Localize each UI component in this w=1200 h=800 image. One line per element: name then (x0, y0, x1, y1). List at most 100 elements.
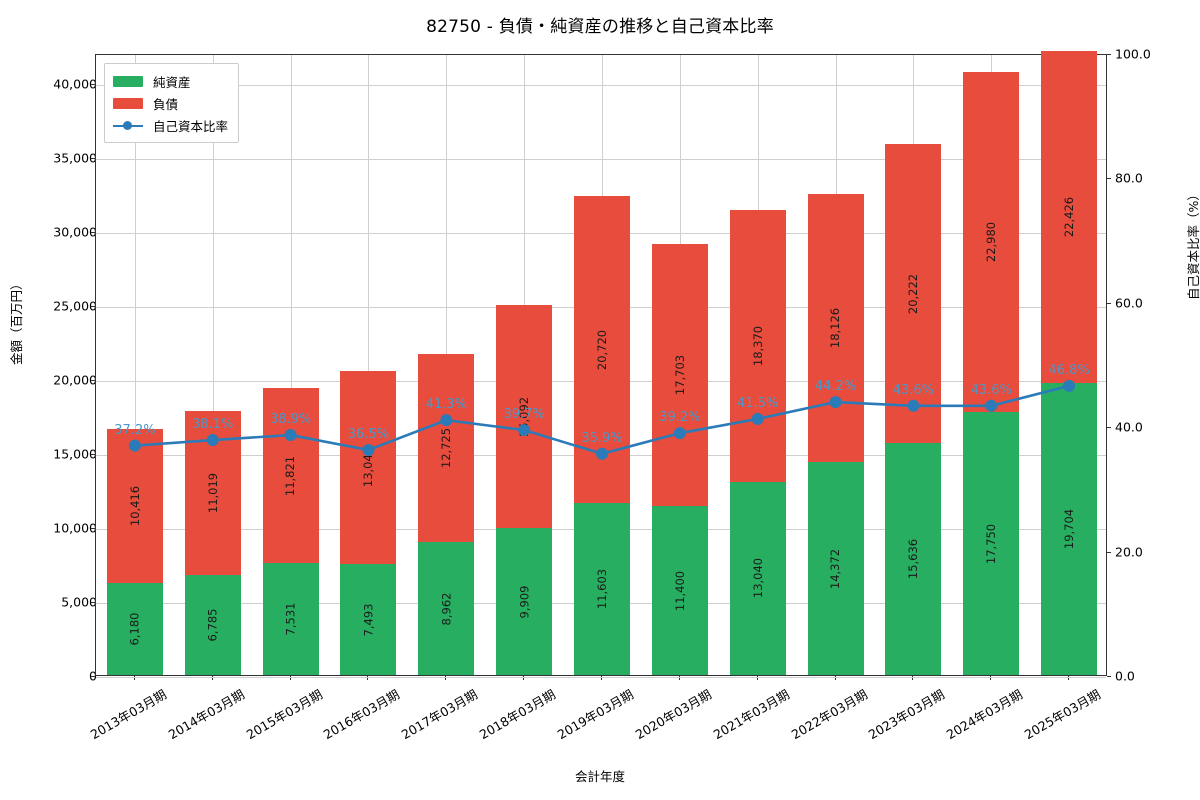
legend-swatch-icon (113, 75, 143, 87)
bar-segment-liability[interactable]: 20,720 (573, 196, 631, 504)
bar-value-label-liability: 10,416 (127, 486, 142, 527)
x-tick-mark (756, 676, 758, 680)
bar-value-label-liability: 20,222 (906, 273, 921, 314)
bar-group[interactable]: 11,603 20,720 (573, 53, 631, 675)
bar-value-label-liability: 20,720 (594, 329, 609, 370)
ratio-value-label: 43.6% (970, 382, 1012, 398)
bar-value-label-equity: 9,909 (517, 585, 532, 619)
x-tick-mark (445, 676, 447, 680)
y-tick-mark-left (91, 676, 95, 677)
ratio-value-label: 39.7% (503, 407, 545, 423)
y-tick-mark-left (91, 231, 95, 233)
bar-segment-equity[interactable]: 14,372 (807, 462, 864, 675)
x-tick-mark (834, 676, 836, 680)
bar-value-label-equity: 11,400 (672, 570, 687, 611)
bar-segment-equity[interactable]: 19,704 (1041, 383, 1098, 675)
y-tick-label-left: 15,000 (53, 446, 97, 462)
y-tick-mark-right (1107, 178, 1111, 180)
y-tick-mark-left (91, 83, 95, 85)
bar-segment-liability[interactable]: 22,426 (1041, 51, 1098, 384)
y-tick-label-left: 5,000 (61, 594, 97, 610)
bar-segment-liability[interactable]: 13,041 (340, 370, 397, 565)
x-tick-mark (367, 676, 369, 680)
ratio-value-label: 36.5% (347, 426, 390, 442)
y-tick-label-left: 25,000 (53, 298, 97, 314)
bar-value-label-liability: 11,821 (283, 455, 298, 497)
bar-group[interactable]: 8,962 12,725 (418, 53, 475, 675)
y-axis-label-right: 自己資本比率（%） (1186, 188, 1200, 300)
bar-segment-equity[interactable]: 6,180 (106, 583, 163, 675)
ratio-value-label: 35.9% (581, 430, 623, 446)
bar-value-label-equity: 7,531 (283, 602, 298, 636)
bar-segment-equity[interactable]: 7,531 (262, 563, 319, 675)
bar-segment-liability[interactable]: 10,416 (106, 429, 163, 584)
y-tick-label-left: 10,000 (53, 520, 97, 536)
gridline-vertical (290, 55, 292, 675)
y-tick-mark-right (1107, 302, 1111, 304)
bar-segment-equity[interactable]: 8,962 (418, 542, 475, 675)
y-tick-mark-right (1107, 676, 1111, 677)
bar-value-label-liability: 17,703 (672, 354, 687, 396)
bar-value-label-liability: 18,126 (828, 307, 843, 349)
bar-group[interactable]: 6,785 11,019 (184, 53, 241, 675)
y-tick-label-left: 0 (12, 669, 97, 684)
gridline-vertical (212, 55, 214, 675)
legend-line-icon (113, 120, 143, 131)
bar-value-label-liability: 12,725 (439, 427, 454, 469)
bar-group[interactable]: 9,909 15,092 (496, 53, 553, 675)
bar-value-label-liability: 22,426 (1062, 197, 1077, 238)
bar-segment-equity[interactable]: 6,785 (184, 574, 241, 675)
bar-segment-equity[interactable]: 13,040 (729, 481, 786, 675)
y-tick-mark-left (91, 453, 95, 455)
x-axis-label: 会計年度 (574, 769, 625, 784)
bar-group[interactable]: 14,372 18,126 (807, 53, 864, 675)
bar-group[interactable]: 17,750 22,980 (963, 53, 1020, 675)
bar-segment-equity[interactable]: 9,909 (496, 528, 553, 675)
ratio-value-label: 39.2% (659, 410, 701, 426)
bar-segment-liability[interactable]: 18,370 (729, 209, 786, 482)
bar-segment-liability[interactable]: 20,222 (885, 143, 942, 444)
gridline-horizontal (96, 158, 1106, 160)
bar-segment-equity[interactable]: 7,493 (340, 564, 397, 675)
y-tick-label-left: 20,000 (53, 372, 97, 388)
bar-group[interactable]: 6,180 10,416 (106, 53, 163, 675)
bar-segment-liability[interactable]: 18,126 (807, 193, 864, 463)
legend-item[interactable]: 純資産 (113, 70, 228, 92)
bar-segment-equity[interactable]: 15,636 (885, 443, 942, 675)
legend-item-label: 自己資本比率 (153, 118, 229, 134)
bar-group[interactable]: 7,493 13,041 (340, 53, 397, 675)
legend-item[interactable]: 自己資本比率 (113, 114, 228, 136)
ratio-value-label: 43.6% (892, 382, 935, 398)
bar-value-label-liability: 13,041 (361, 447, 376, 488)
bar-segment-liability[interactable]: 22,980 (963, 71, 1020, 413)
legend-item[interactable]: 負債 (113, 92, 228, 114)
bar-value-label-liability: 11,019 (205, 472, 220, 514)
bar-value-label-equity: 19,704 (1062, 508, 1077, 550)
x-tick-mark (1068, 676, 1070, 680)
bar-segment-liability[interactable]: 12,725 (418, 353, 475, 543)
ratio-value-label: 44.2% (814, 379, 857, 395)
bar-group[interactable]: 11,400 17,703 (651, 53, 708, 675)
y-tick-mark-left (91, 601, 95, 603)
bar-group[interactable]: 15,636 20,222 (885, 53, 942, 675)
bar-value-label-equity: 7,493 (361, 603, 376, 636)
legend-swatch-icon (113, 97, 143, 109)
y-tick-mark-right (1107, 54, 1111, 55)
bar-value-label-equity: 11,603 (594, 568, 609, 610)
y-axis-label-left: 金額（百万円） (9, 277, 24, 365)
bar-group[interactable]: 13,040 18,370 (729, 53, 786, 675)
bar-segment-equity[interactable]: 11,400 (651, 506, 708, 675)
bar-segment-equity[interactable]: 11,603 (573, 503, 631, 675)
bar-segment-liability[interactable]: 11,019 (184, 411, 241, 575)
bar-segment-equity[interactable]: 17,750 (963, 412, 1020, 675)
bar-value-label-equity: 8,962 (439, 592, 454, 626)
ratio-value-label: 38.1% (192, 417, 234, 433)
y-tick-label-right: 40.0 (1115, 419, 1143, 435)
ratio-value-label: 41.3% (425, 397, 467, 413)
ratio-value-label: 38.9% (269, 412, 312, 428)
y-tick-label-right: 20.0 (1115, 544, 1143, 560)
legend-item-label: 負債 (153, 96, 179, 112)
legend-item-label: 純資産 (153, 74, 191, 90)
bar-group[interactable]: 7,531 11,821 (262, 53, 319, 675)
bar-segment-liability[interactable]: 17,703 (651, 244, 708, 507)
